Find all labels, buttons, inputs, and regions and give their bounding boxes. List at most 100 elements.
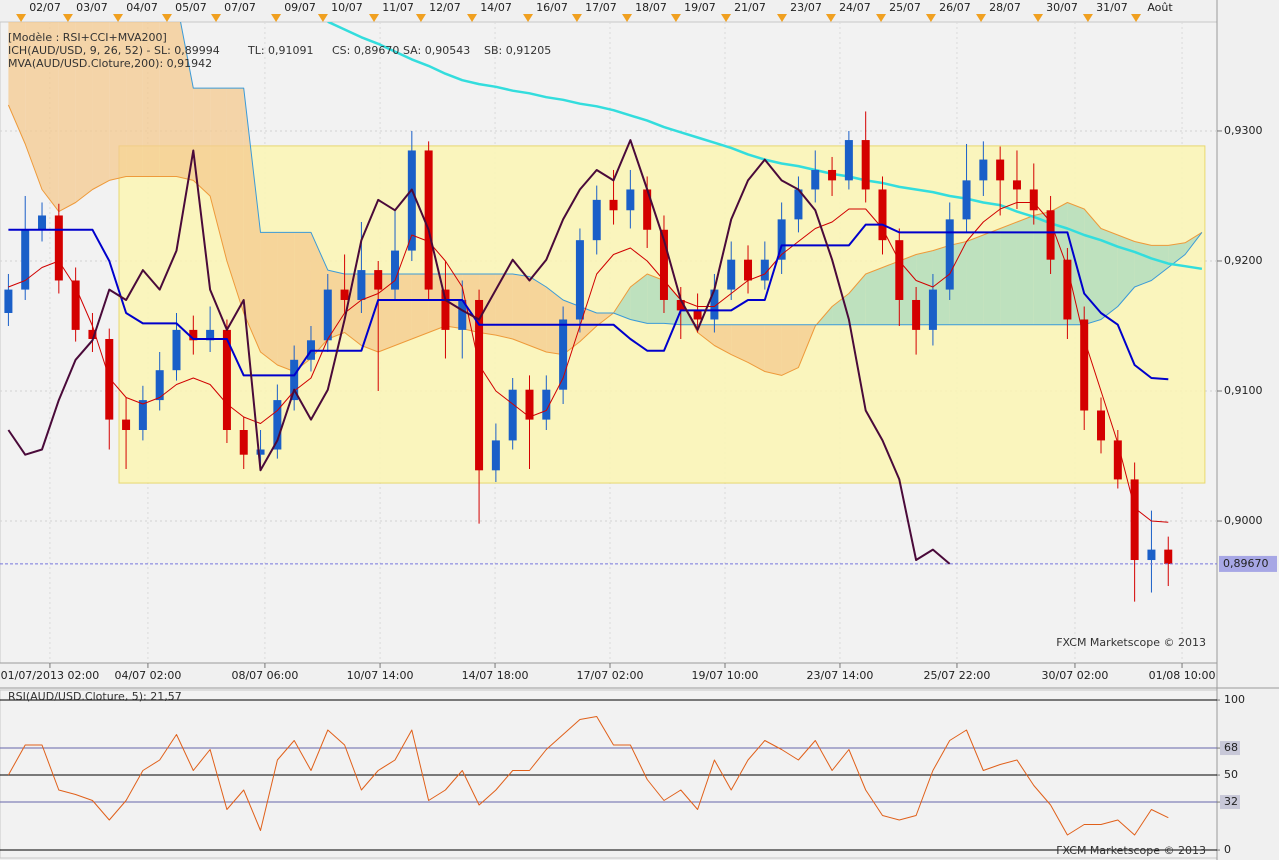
day-marker	[369, 14, 380, 22]
candle-body	[575, 240, 584, 320]
day-marker	[825, 14, 836, 22]
candle-body	[912, 299, 921, 330]
day-marker	[415, 14, 426, 22]
candle-body	[21, 229, 30, 290]
y-tick-label: 0,9200	[1224, 254, 1263, 267]
candle-body	[508, 389, 517, 441]
top-date-label: 11/07	[382, 1, 414, 14]
cloud-segment	[75, 22, 93, 203]
candle-body	[71, 280, 80, 330]
day-marker	[1033, 14, 1044, 22]
legend-entry: MVA(AUD/USD.Cloture,200): 0,91942	[8, 57, 212, 70]
candle-body	[189, 329, 198, 341]
cloud-segment	[92, 22, 110, 190]
candle-body	[828, 169, 837, 181]
top-date-label: 16/07	[536, 1, 568, 14]
cloud-segment	[25, 22, 43, 190]
current-price-label: 0,89670	[1223, 557, 1269, 570]
legend-entry: SA: 0,90543	[403, 44, 470, 57]
cloud-segment	[1101, 228, 1118, 320]
x-tick-label: 30/07 02:00	[1042, 669, 1109, 682]
cloud-segment	[563, 299, 580, 355]
cloud-segment	[899, 254, 917, 325]
x-tick-label: 23/07 14:00	[807, 669, 874, 682]
x-tick-label: 19/07 10:00	[692, 669, 759, 682]
day-marker	[976, 14, 987, 22]
candle-body	[1147, 549, 1156, 561]
y-tick-label: 100	[1224, 693, 1245, 706]
top-date-label: 12/07	[429, 1, 461, 14]
top-date-label: 17/07	[585, 1, 617, 14]
candle-body	[592, 199, 601, 241]
cloud-segment	[327, 270, 345, 339]
x-tick-label: 25/07 22:00	[924, 669, 991, 682]
top-date-label: 24/07	[839, 1, 871, 14]
top-date-label: 02/07	[29, 1, 61, 14]
candle-body	[38, 215, 47, 230]
candle-body	[424, 150, 433, 290]
x-tick-label: 10/07 14:00	[347, 669, 414, 682]
candle-body	[659, 229, 668, 300]
cloud-segment	[8, 22, 26, 144]
candle-body	[1097, 410, 1106, 441]
candle-body	[4, 289, 13, 313]
cloud-segment	[529, 276, 547, 352]
top-date-label: 26/07	[939, 1, 971, 14]
candle-body	[844, 140, 853, 181]
day-marker	[16, 14, 27, 22]
candle-body	[88, 329, 97, 339]
rsi-plot-area	[0, 689, 1218, 859]
day-marker	[1131, 14, 1142, 22]
day-marker	[876, 14, 887, 22]
y-tick-label: 32	[1224, 795, 1238, 808]
candle-body	[962, 180, 971, 220]
day-marker	[571, 14, 582, 22]
candle-body	[1046, 210, 1055, 260]
day-marker	[113, 14, 124, 22]
top-date-label: 28/07	[989, 1, 1021, 14]
candle-body	[357, 270, 366, 300]
cloud-segment	[865, 267, 883, 325]
cloud-segment	[932, 245, 950, 325]
candle-body	[525, 389, 534, 420]
candle-body	[1130, 479, 1139, 561]
cloud-segment	[294, 232, 311, 372]
candle-body	[1164, 549, 1173, 564]
cloud-segment	[260, 232, 278, 365]
cloud-segment	[613, 286, 631, 320]
day-marker	[1082, 14, 1093, 22]
cloud-segment	[42, 22, 59, 212]
y-tick-bg	[1220, 741, 1240, 756]
cloud-segment	[848, 273, 866, 325]
cloud-segment	[546, 286, 564, 355]
candle-body	[878, 189, 887, 241]
candle-body	[895, 240, 904, 300]
cloud-segment	[1134, 241, 1152, 287]
top-date-label: 14/07	[480, 1, 512, 14]
legend-entry: ICH(AUD/USD, 9, 26, 52) - SL: 0,89994	[8, 44, 220, 57]
cloud-segment	[1151, 245, 1169, 281]
rsi-title: RSI(AUD/USD.Cloture, 5): 21,57	[8, 690, 182, 703]
candle-body	[996, 159, 1005, 181]
x-tick-label: 08/07 06:00	[231, 669, 298, 682]
candle-body	[105, 338, 114, 420]
cloud-segment	[1117, 234, 1135, 307]
x-tick-label: 14/07 18:00	[462, 669, 529, 682]
candle-body	[626, 189, 635, 211]
candle-body	[710, 289, 719, 320]
y-tick-label: 0	[1224, 843, 1231, 856]
cloud-segment	[226, 88, 244, 313]
x-tick-label: 01/08 10:00	[1149, 669, 1216, 682]
cloud-segment	[411, 273, 429, 339]
cloud-segment	[159, 22, 177, 177]
day-marker	[622, 14, 633, 22]
candle-body	[1113, 440, 1122, 480]
candle-body	[693, 310, 702, 320]
cloud-segment	[1000, 221, 1017, 325]
candle-body	[391, 250, 400, 290]
cloud-segment	[395, 273, 412, 346]
candle-body	[122, 419, 131, 431]
candle-body	[1012, 180, 1021, 190]
